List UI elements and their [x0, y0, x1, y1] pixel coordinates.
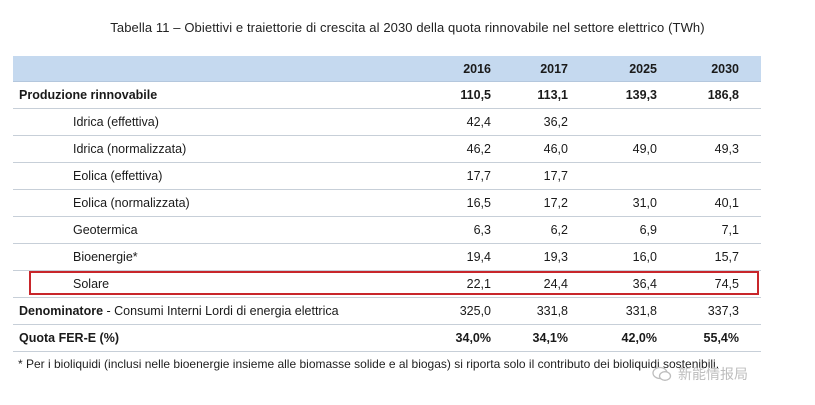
cell-2017: 46,0 — [543, 142, 568, 156]
row-label-bold: Denominatore — [19, 304, 104, 318]
row-label: Solare — [73, 277, 110, 291]
cell-2030: 74,5 — [714, 277, 739, 291]
cell-2025 — [597, 163, 657, 189]
header-2016: 2016 — [463, 62, 491, 76]
cell-2016: 19,4 — [466, 250, 491, 264]
cell-2025: 36,4 — [632, 277, 657, 291]
watermark: 新能情报局 — [652, 364, 748, 384]
row-label: Idrica (effettiva) — [73, 115, 159, 129]
table-row-produzione: Produzione rinnovabile 110,5 113,1 139,3… — [13, 82, 761, 109]
watermark-text: 新能情报局 — [678, 366, 748, 382]
cell-2030: 55,4% — [703, 331, 739, 345]
table-row-eolica-normalizzata: Eolica (normalizzata) 16,5 17,2 31,0 40,… — [13, 190, 761, 217]
table-row-idrica-normalizzata: Idrica (normalizzata) 46,2 46,0 49,0 49,… — [13, 136, 761, 163]
table-row-denominatore: Denominatore - Consumi Interni Lordi di … — [13, 298, 761, 325]
row-label: Bioenergie* — [73, 250, 138, 264]
cell-2030: 7,1 — [721, 223, 739, 237]
cell-2016: 16,5 — [466, 196, 491, 210]
row-label-rest: - Consumi Interni Lordi di energia elett… — [103, 304, 339, 318]
cell-2025: 16,0 — [632, 250, 657, 264]
header-2030: 2030 — [711, 62, 739, 76]
cell-2017: 113,1 — [537, 88, 568, 102]
cell-2025: 6,9 — [639, 223, 657, 237]
table-row-geotermica: Geotermica 6,3 6,2 6,9 7,1 — [13, 217, 761, 244]
cell-2017: 17,2 — [543, 196, 568, 210]
cell-2016: 42,4 — [466, 115, 491, 129]
row-label: Idrica (normalizzata) — [73, 142, 187, 156]
row-label: Quota FER-E (%) — [19, 331, 119, 345]
header-2025: 2025 — [629, 62, 657, 76]
cell-2016: 22,1 — [466, 277, 491, 291]
row-label: Eolica (normalizzata) — [73, 196, 190, 210]
cell-2025: 42,0% — [621, 331, 657, 345]
cell-2025: 31,0 — [632, 196, 657, 210]
cell-2025: 49,0 — [632, 142, 657, 156]
table-row-idrica-effettiva: Idrica (effettiva) 42,4 36,2 — [13, 109, 761, 136]
cell-2016: 110,5 — [460, 88, 491, 102]
cell-2016: 6,3 — [473, 223, 491, 237]
cell-2030: 40,1 — [714, 196, 739, 210]
table-row-bioenergie: Bioenergie* 19,4 19,3 16,0 15,7 — [13, 244, 761, 271]
cell-2030: 186,8 — [707, 88, 739, 102]
row-label: Eolica (effettiva) — [73, 169, 163, 183]
cell-2030: 337,3 — [707, 304, 739, 318]
footnote: * Per i bioliquidi (inclusi nelle bioene… — [18, 357, 720, 371]
cell-2030: 49,3 — [714, 142, 739, 156]
table-row-eolica-effettiva: Eolica (effettiva) 17,7 17,7 — [13, 163, 761, 190]
table-row-quota: Quota FER-E (%) 34,0% 34,1% 42,0% 55,4% — [13, 325, 761, 352]
cell-2017: 331,8 — [536, 304, 568, 318]
header-2017: 2017 — [540, 62, 568, 76]
cell-2017: 6,2 — [550, 223, 568, 237]
row-label: Denominatore - Consumi Interni Lordi di … — [19, 298, 339, 324]
cell-2025 — [597, 109, 657, 135]
cell-2025: 139,3 — [625, 88, 657, 102]
row-label: Produzione rinnovabile — [19, 88, 158, 102]
renewables-table: 2016 2017 2025 2030 Produzione rinnovabi… — [13, 56, 761, 352]
cell-2016: 17,7 — [466, 169, 491, 183]
cell-2016: 46,2 — [466, 142, 491, 156]
cell-2017: 24,4 — [543, 277, 568, 291]
cell-2016: 325,0 — [459, 304, 491, 318]
cell-2030 — [679, 163, 739, 189]
cell-2017: 17,7 — [543, 169, 568, 183]
cell-2017: 36,2 — [543, 115, 568, 129]
cell-2016: 34,0% — [455, 331, 491, 345]
chat-icon — [652, 366, 672, 381]
table-row-solare: Solare 22,1 24,4 36,4 74,5 — [13, 271, 761, 298]
table-caption: Tabella 11 – Obiettivi e traiettorie di … — [110, 20, 705, 35]
cell-2017: 19,3 — [543, 250, 568, 264]
row-label: Geotermica — [73, 223, 138, 237]
cell-2030 — [679, 109, 739, 135]
cell-2030: 15,7 — [714, 250, 739, 264]
table-header-row: 2016 2017 2025 2030 — [13, 56, 761, 82]
cell-2025: 331,8 — [625, 304, 657, 318]
cell-2017: 34,1% — [532, 331, 568, 345]
